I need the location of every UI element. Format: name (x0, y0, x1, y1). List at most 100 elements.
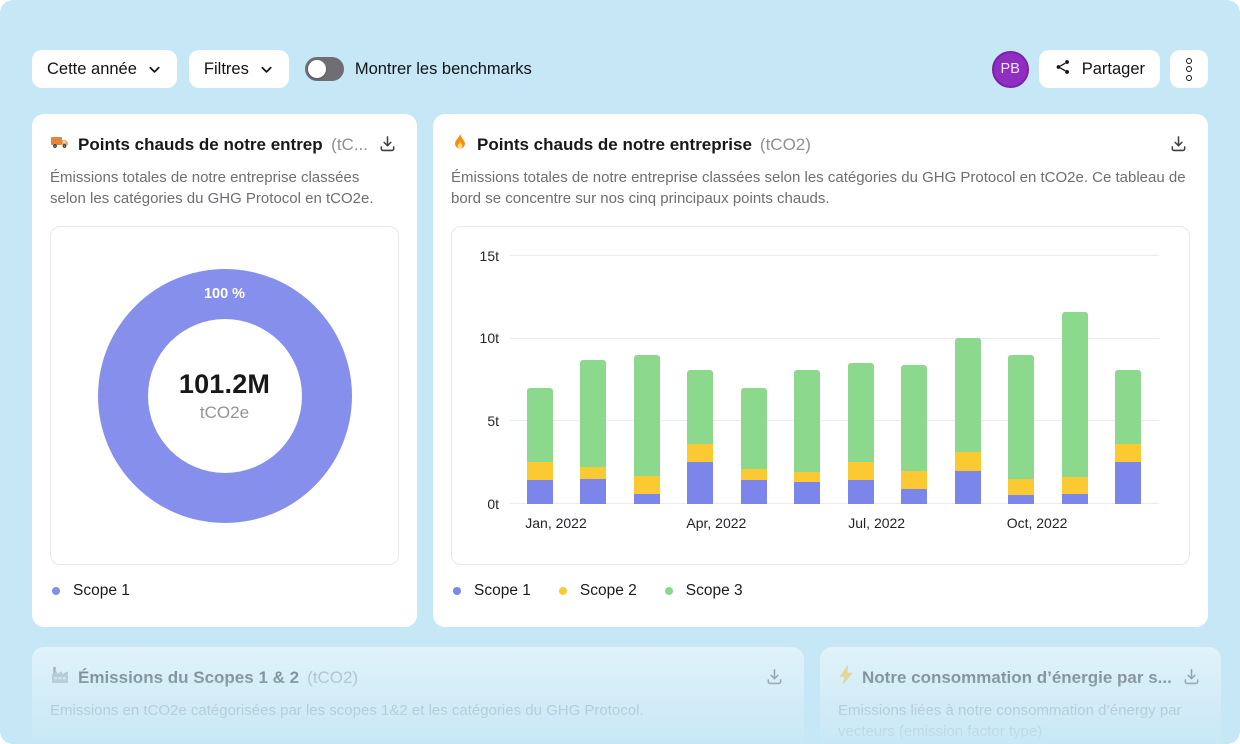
top-cards-row: Points chauds de notre entreprise (tC...… (0, 88, 1240, 627)
bar-segment-scope-3 (527, 387, 553, 463)
card-header: Points chauds de notre entreprise (tCO2) (451, 132, 1190, 158)
bar-segment-scope-3 (847, 363, 874, 463)
stacked-bar-jan-2022[interactable] (527, 387, 553, 504)
gridline (510, 420, 1159, 422)
bar-segment-scope-1 (580, 478, 607, 504)
donut-chart[interactable]: 100 % 101.2M tCO2e (97, 268, 352, 523)
legend-item-scope2[interactable]: Scope 2 (558, 581, 637, 600)
gridline (510, 255, 1159, 257)
x-axis-tick-label: Oct, 2022 (1006, 514, 1068, 531)
bar-segment-scope-1 (740, 480, 767, 504)
kebab-icon (1186, 66, 1192, 72)
legend-item-scope3[interactable]: Scope 3 (664, 581, 743, 600)
legend-dot (558, 586, 567, 595)
share-button[interactable]: Partager (1038, 50, 1160, 88)
bar-segment-scope-1 (1061, 493, 1088, 504)
avatar[interactable]: PB (991, 50, 1029, 88)
download-icon (380, 136, 395, 152)
y-axis-tick-label: 10t (479, 330, 499, 347)
benchmarks-toggle-group: Montrer les benchmarks (304, 57, 532, 81)
card-title-text: Notre consommation d’énergie par s... (862, 667, 1172, 687)
stacked-bar-nov-2022[interactable] (1061, 311, 1088, 504)
benchmarks-toggle[interactable] (304, 57, 344, 81)
y-axis-tick-label: 15t (479, 247, 499, 264)
stacked-bar-feb-2022[interactable] (580, 359, 607, 504)
bar-segment-scope-2 (687, 444, 714, 463)
legend-item-scope1[interactable]: Scope 1 (453, 582, 531, 600)
card-header: Points chauds de notre entreprise (tC... (50, 132, 399, 158)
bar-segment-scope-3 (794, 369, 821, 473)
hotspots-bar-card: Points chauds de notre entreprise (tCO2)… (433, 114, 1208, 627)
legend-item-scope1[interactable]: Scope 1 (52, 582, 130, 600)
legend-dot (664, 586, 673, 595)
bar-segment-scope-2 (527, 462, 553, 481)
bar-segment-scope-3 (1008, 354, 1035, 479)
stacked-bar-aug-2022[interactable] (901, 364, 928, 504)
card-header: Notre consommation d’énergie par s... (838, 665, 1203, 691)
share-icon (1054, 58, 1072, 81)
card-title-unit: (tCO2) (307, 667, 359, 687)
stacked-bar-apr-2022[interactable] (687, 369, 714, 504)
legend-dot (453, 586, 461, 595)
stacked-bar-jun-2022[interactable] (794, 369, 821, 504)
bar-segment-scope-1 (1114, 462, 1141, 504)
bar-segment-scope-1 (954, 470, 981, 504)
bar-segment-scope-2 (1061, 477, 1088, 494)
bar-segment-scope-3 (740, 387, 767, 469)
donut-center-value: 101.2M (178, 368, 271, 399)
hotspots-donut-card: Points chauds de notre entreprise (tC...… (32, 114, 417, 627)
bar-segment-scope-1 (527, 480, 553, 504)
download-icon (1184, 669, 1199, 685)
stacked-bar-oct-2022[interactable] (1008, 354, 1035, 504)
bar-segment-scope-1 (1008, 495, 1035, 504)
download-button[interactable] (376, 132, 399, 158)
period-dropdown[interactable]: Cette année (32, 50, 177, 88)
bar-segment-scope-1 (687, 462, 714, 504)
legend-dot (52, 586, 60, 595)
donut-legend: Scope 1 (50, 582, 399, 600)
gridline (510, 337, 1159, 339)
bar-chart-plot: 0t 5t 10t 15t Jan, 2022 Apr, 2022 Jul, 2022 Oct… (480, 248, 1159, 531)
scopes-1-2-card: Émissions du Scopes 1 & 2 (tCO2) Emissio… (32, 647, 804, 744)
stacked-bar-sep-2022[interactable] (954, 338, 981, 504)
stacked-bar-mar-2022[interactable] (633, 354, 660, 504)
legend-label: Scope 2 (579, 581, 637, 599)
more-options-button[interactable] (1170, 50, 1208, 88)
filters-dropdown[interactable]: Filtres (188, 50, 289, 88)
legend-label: Scope 1 (73, 581, 130, 599)
card-title-text: Émissions du Scopes 1 & 2 (78, 667, 300, 687)
card-description: Emissions en tCO2e catégorisées par les … (50, 702, 644, 719)
card-title: Notre consommation d’énergie par s... (838, 665, 1172, 690)
bar-segment-scope-1 (847, 480, 874, 504)
bar-segment-scope-2 (954, 452, 981, 471)
bar-segment-scope-1 (794, 482, 821, 504)
x-axis-tick-label: Jul, 2022 (848, 514, 906, 531)
bar-segment-scope-2 (1008, 478, 1035, 496)
bar-legend: Scope 1 Scope 2 Scope 3 (451, 582, 1190, 600)
download-button[interactable] (1167, 132, 1190, 158)
bar-segment-scope-3 (901, 364, 928, 471)
download-button[interactable] (763, 665, 786, 691)
x-axis-tick-label: Apr, 2022 (686, 514, 747, 531)
bar-segment-scope-3 (687, 369, 714, 445)
stacked-bar-dec-2022[interactable] (1114, 369, 1141, 504)
download-icon (767, 669, 782, 685)
stacked-bar-jul-2022[interactable] (847, 363, 874, 504)
card-title: Émissions du Scopes 1 & 2 (tCO2) (50, 665, 755, 690)
share-button-label: Partager (1081, 59, 1145, 78)
download-button[interactable] (1180, 665, 1203, 691)
bar-segment-scope-2 (794, 472, 821, 483)
factory-icon (50, 665, 70, 690)
donut-slice-label: 100 % (203, 285, 246, 302)
fire-icon (451, 132, 469, 157)
toggle-knob (307, 60, 326, 78)
legend-label: Scope 3 (685, 581, 743, 599)
y-axis-tick-label: 5t (487, 412, 499, 429)
card-description: Emissions liées à notre consommation d’é… (838, 702, 1182, 741)
bar-segment-scope-1 (633, 493, 660, 504)
download-icon (1171, 136, 1186, 152)
chevron-down-icon (259, 62, 274, 77)
kebab-icon (1186, 74, 1192, 81)
stacked-bar-may-2022[interactable] (740, 387, 767, 504)
